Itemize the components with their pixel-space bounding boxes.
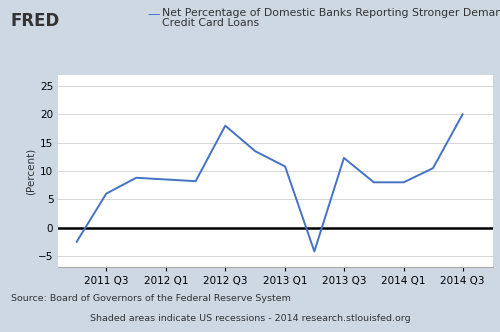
Y-axis label: (Percent): (Percent) [25, 147, 35, 195]
Text: Net Percentage of Domestic Banks Reporting Stronger Demand for: Net Percentage of Domestic Banks Reporti… [162, 8, 500, 18]
Text: —: — [148, 8, 160, 21]
Text: Source: Board of Governors of the Federal Reserve System: Source: Board of Governors of the Federa… [11, 294, 291, 303]
Text: Shaded areas indicate US recessions - 2014 research.stlouisfed.org: Shaded areas indicate US recessions - 20… [90, 314, 410, 323]
Text: Credit Card Loans: Credit Card Loans [162, 18, 260, 28]
Text: FRED: FRED [11, 12, 60, 30]
